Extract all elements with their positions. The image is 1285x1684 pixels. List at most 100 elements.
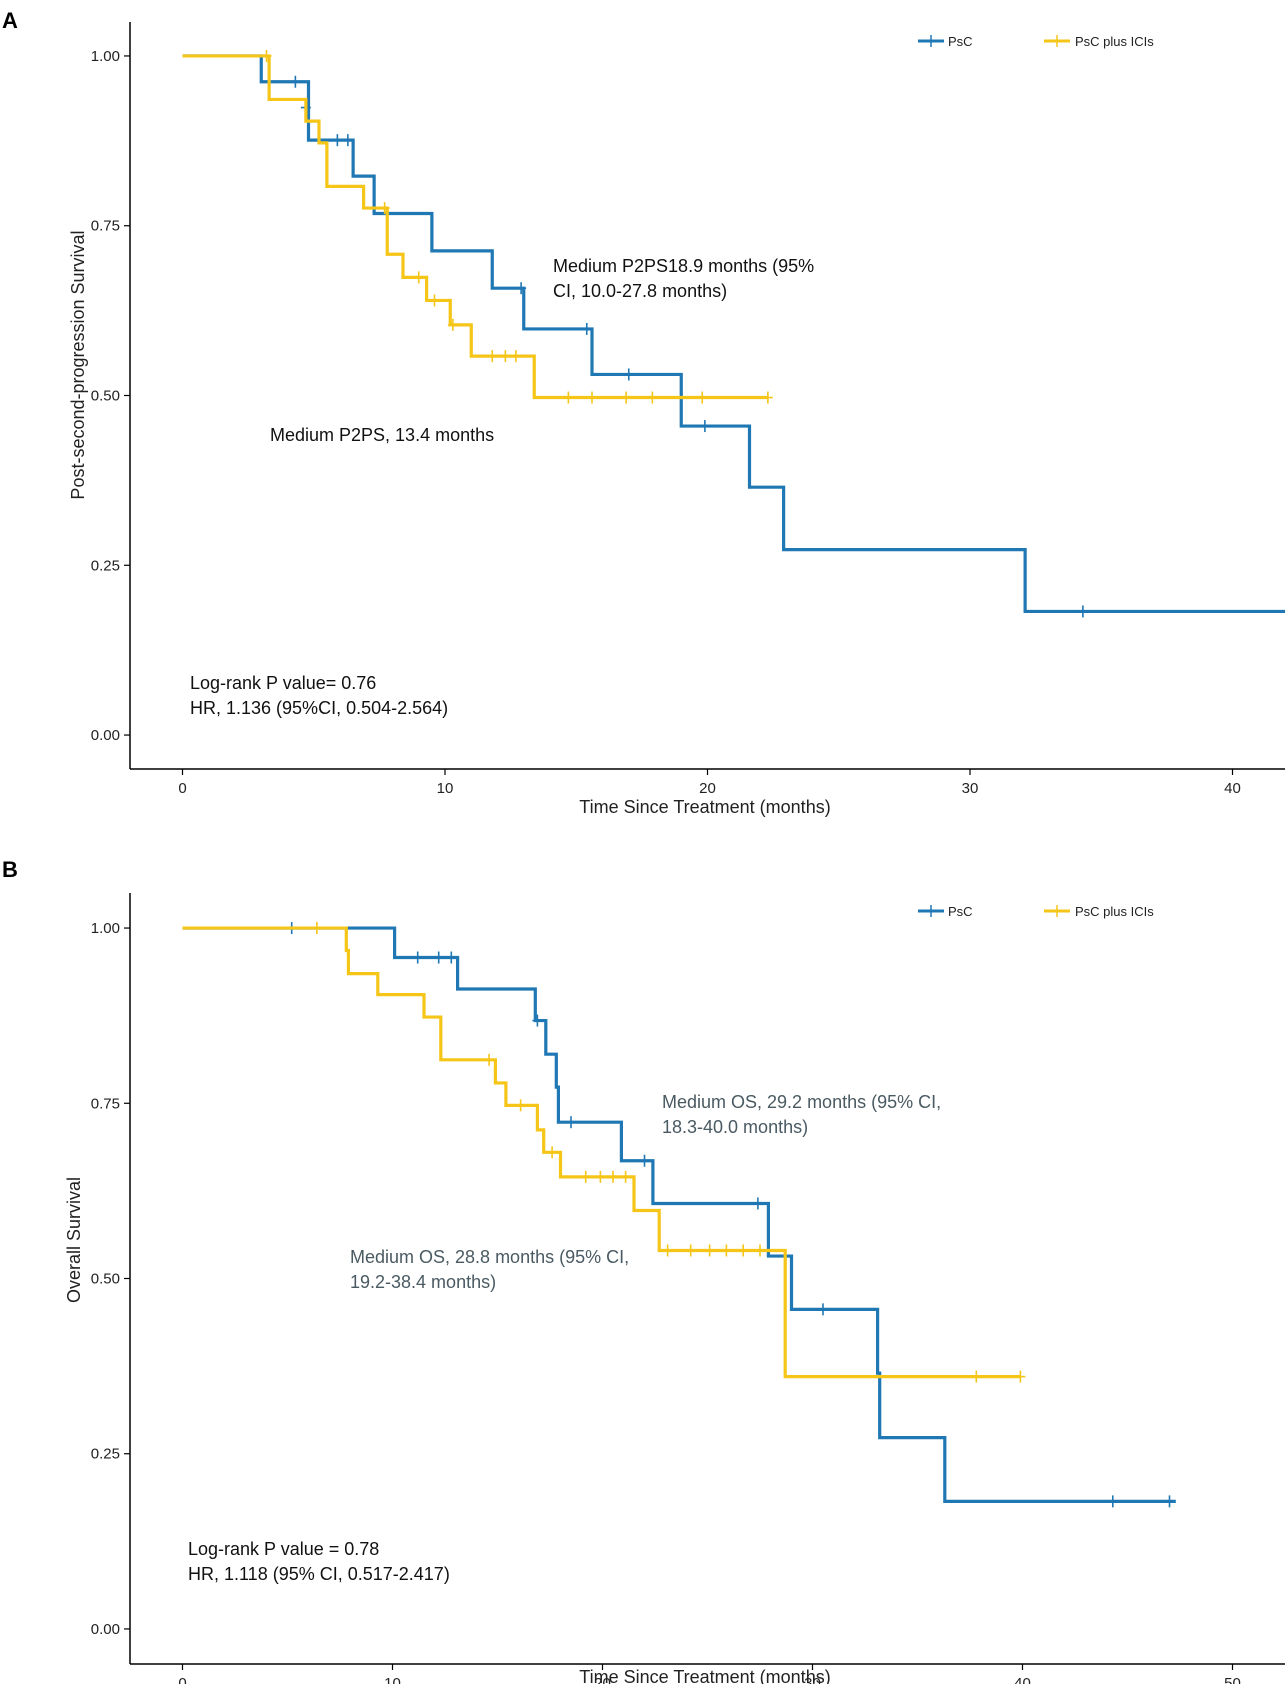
panel-a-ici-median: Medium P2PS, 13.4 months [270,425,494,445]
panel-a-x-tick-label: 20 [699,780,716,797]
panel-b-censor-mark-psc-ici [662,1244,673,1257]
panel-b-censor-mark-psc-ici [1015,1370,1026,1383]
panel-b-censor-mark-psc-ici [608,1170,618,1183]
panel-a-censor-mark-psc [332,134,343,147]
panel-a-censor-mark-psc [699,420,710,433]
panel-a-censor-mark-psc-ici [587,391,597,404]
panel-b-ici-median-line2: 19.2-38.4 months) [350,1272,496,1292]
panel-a-censor-mark-psc-ici [621,391,632,404]
panel-a-psc-median-line1: Medium P2PS18.9 months (95% [553,256,814,276]
panel-a-censor-mark-psc-ici [379,202,390,215]
panel-a-censor-mark-psc-ici [500,350,511,363]
panel-a-censor-mark-psc-ici [697,391,708,404]
panel-a-x-axis-title: Time Since Treatment (months) [579,797,830,817]
panel-b-hr: HR, 1.118 (95% CI, 0.517-2.417) [188,1564,450,1584]
panel-a: A Post-second-progression Survival Time … [2,8,1285,817]
panel-b-x-tick-label: 30 [804,1675,821,1684]
panel-a-censor-mark-psc-ici [429,294,440,307]
panel-a-censor-mark-psc-ici [447,318,458,331]
panel-b-y-tick-label: 0.00 [91,1621,120,1638]
panel-b-censor-mark-psc [532,1014,543,1027]
panel-a-curves [182,49,1285,618]
panel-a-censor-mark-psc [623,368,634,381]
panel-b-censor-mark-psc [818,1303,828,1316]
panel-a-censor-mark-psc [581,322,592,335]
panel-a-censor-mark-psc [516,282,527,295]
panel-a-x-tick-label: 0 [178,780,186,797]
panel-b-censor-mark-psc [752,1197,763,1210]
panel-b-x-axis-title: Time Since Treatment (months) [579,1667,830,1684]
panel-b-curve-psc [182,926,1176,1503]
panel-a-x-tick-label: 30 [962,780,979,797]
panel-b-censor-mark-psc-ici [580,1170,591,1183]
panel-b-censor-mark-psc-ici [484,1053,495,1066]
panel-a-censor-mark-psc-ici [762,391,773,404]
legend-label-psc: PsC [948,904,973,919]
panel-a-y-tick-label: 0.75 [91,218,120,235]
panel-a-censor-mark-psc-ici [563,391,574,404]
panel-a-y-tick-label: 0.00 [91,727,120,744]
panel-b-censor-mark-psc [1164,1495,1175,1508]
panel-b-logrank: Log-rank P value = 0.78 [188,1539,379,1559]
panel-a-legend: PsC PsC plus ICIs [918,34,1154,49]
panel-b-censor-mark-psc-ici [721,1244,732,1257]
panel-a-censor-mark-psc [342,134,353,147]
panel-a-x-tick-label: 40 [1224,780,1241,797]
panel-b-censor-mark-psc [639,1154,650,1167]
panel-b-curve-psc-ici [182,926,1021,1379]
panel-a-censor-mark-psc-ici [413,271,424,284]
panel-b-x-tick-label: 10 [384,1675,401,1684]
panel-a-ticks: 0.00 0.25 0.50 0.75 1.00 0 10 20 30 40 [91,48,1241,797]
panel-a-curve-psc-ici [182,54,768,400]
panel-b-censor-mark-psc-ici [620,1170,631,1183]
panel-b-y-tick-label: 0.75 [91,1095,120,1112]
panel-a-curve-psc [182,54,1285,614]
panel-b-y-tick-label: 1.00 [91,920,120,937]
panel-b-censor-mark-psc [1107,1495,1118,1508]
panel-a-censor-mark-psc-ici [261,49,272,62]
panel-a-y-tick-label: 0.50 [91,388,120,405]
panel-b-censor-mark-psc [433,951,444,964]
panel-b-censor-mark-psc-ici [515,1099,526,1112]
panel-b-y-tick-label: 0.50 [91,1271,120,1288]
panel-b-x-tick-label: 40 [1014,1675,1031,1684]
panel-b-x-tick-label: 0 [178,1675,186,1684]
panel-a-letter: A [2,8,18,33]
panel-b-censor-mark-psc-ici [971,1370,982,1383]
panel-b-x-tick-label: 50 [1224,1675,1241,1684]
panel-b-censor-mark-psc-ici [738,1244,749,1257]
panel-b-psc-median-line2: 18.3-40.0 months) [662,1117,808,1137]
panel-a-y-tick-label: 0.25 [91,557,120,574]
panel-b-censor-mark-psc-ici [704,1244,715,1257]
panel-b-censor-mark-psc-ici [685,1244,696,1257]
panel-a-x-tick-label: 10 [437,780,454,797]
panel-b-x-tick-label: 20 [594,1675,611,1684]
panel-b-psc-median-line1: Medium OS, 29.2 months (95% CI, [662,1092,941,1112]
panel-b-curves [182,922,1176,1508]
panel-a-logrank: Log-rank P value= 0.76 [190,673,376,693]
panel-b-censor-mark-psc [566,1116,576,1129]
panel-b-censor-mark-psc-ici [755,1244,765,1257]
panel-b: B Overall Survival Time Since Treatment … [2,857,1285,1684]
panel-b-ticks: 0.00 0.25 0.50 0.75 1.00 0 10 20 30 40 50 [91,920,1241,1684]
panel-b-y-tick-label: 0.25 [91,1446,120,1463]
panel-a-censor-mark-psc-ici [510,350,521,363]
legend-label-psc-ici: PsC plus ICIs [1075,34,1154,49]
panel-a-y-axis-title: Post-second-progression Survival [68,230,88,499]
panel-b-censor-mark-psc [412,951,423,964]
panel-b-censor-mark-psc-ici [595,1170,606,1183]
panel-b-ici-median-line1: Medium OS, 28.8 months (95% CI, [350,1247,629,1267]
panel-a-psc-median-line2: CI, 10.0-27.8 months) [553,281,727,301]
panel-a-y-tick-label: 1.00 [91,48,120,65]
panel-b-letter: B [2,857,18,882]
panel-b-censor-mark-psc-ici [311,922,322,935]
panel-a-censor-mark-psc [290,75,301,88]
panel-b-censor-mark-psc-ici [547,1146,558,1159]
panel-b-legend: PsC PsC plus ICIs [918,904,1154,919]
panel-b-y-axis-title: Overall Survival [64,1177,84,1303]
panel-a-censor-mark-psc-ici [647,391,658,404]
panel-a-hr: HR, 1.136 (95%CI, 0.504-2.564) [190,698,448,718]
legend-label-psc-ici: PsC plus ICIs [1075,904,1154,919]
panel-a-censor-mark-psc-ici [487,350,498,363]
